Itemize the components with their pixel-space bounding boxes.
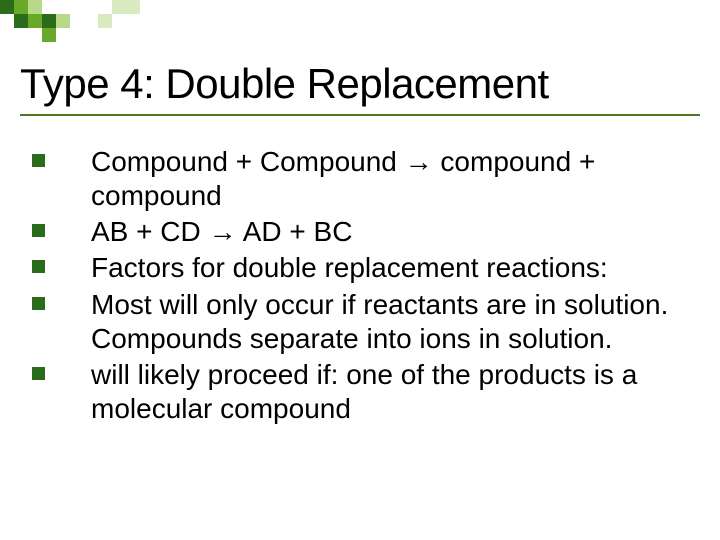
list-item: Compound + Compound → compound + compoun…	[32, 145, 688, 213]
deco-square	[0, 0, 14, 14]
square-bullet-icon	[32, 367, 45, 380]
list-item-text: Most will only occur if reactants are in…	[91, 288, 688, 356]
title-block: Type 4: Double Replacement	[20, 60, 700, 116]
square-bullet-icon	[32, 260, 45, 273]
square-bullet-icon	[32, 297, 45, 310]
corner-decoration	[0, 0, 200, 50]
bullet-list: Compound + Compound → compound + compoun…	[32, 145, 688, 428]
deco-square	[126, 0, 140, 14]
slide-title: Type 4: Double Replacement	[20, 60, 700, 108]
list-item: Factors for double replacement reactions…	[32, 251, 688, 285]
deco-square	[98, 14, 112, 28]
list-item: will likely proceed if: one of the produ…	[32, 358, 688, 426]
deco-square	[56, 14, 70, 28]
list-item-text: AB + CD → AD + BC	[91, 215, 352, 249]
deco-square	[14, 0, 28, 14]
deco-square	[28, 14, 42, 28]
square-bullet-icon	[32, 224, 45, 237]
list-item: AB + CD → AD + BC	[32, 215, 688, 249]
deco-square	[14, 14, 28, 28]
list-item-text: Compound + Compound → compound + compoun…	[91, 145, 688, 213]
list-item: Most will only occur if reactants are in…	[32, 288, 688, 356]
square-bullet-icon	[32, 154, 45, 167]
deco-square	[28, 0, 42, 14]
deco-square	[42, 28, 56, 42]
list-item-text: will likely proceed if: one of the produ…	[91, 358, 688, 426]
deco-square	[42, 14, 56, 28]
deco-square	[112, 0, 126, 14]
list-item-text: Factors for double replacement reactions…	[91, 251, 608, 285]
